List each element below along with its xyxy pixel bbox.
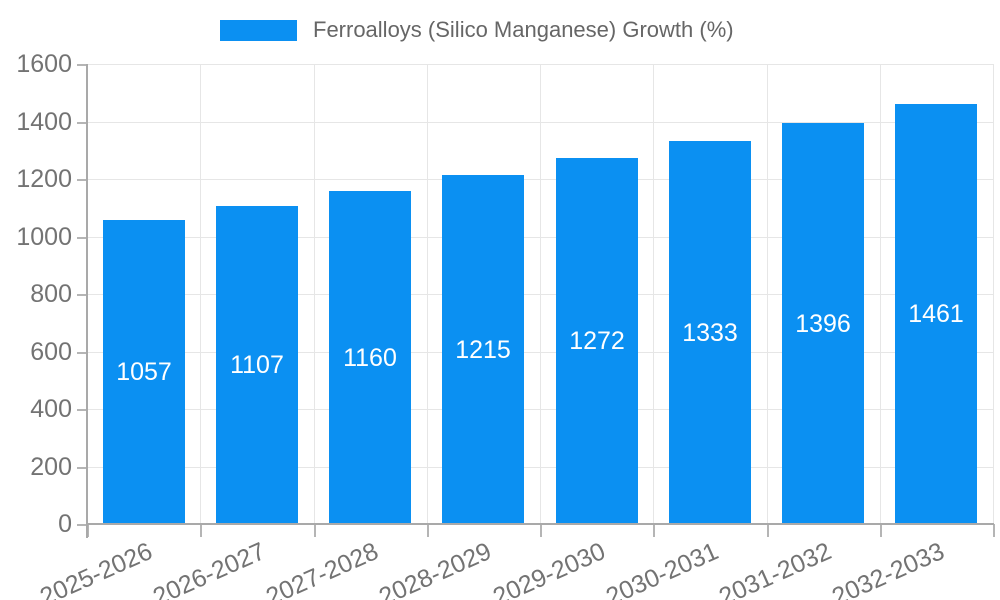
x-gridline (540, 64, 541, 524)
y-tick-label: 1400 (16, 108, 72, 136)
y-axis-line (86, 64, 88, 538)
bar (556, 158, 638, 523)
x-gridline (653, 64, 654, 524)
y-tick (77, 64, 87, 66)
y-tick-label: 600 (30, 338, 72, 366)
x-tick-label: 2030-2031 (602, 537, 723, 600)
x-tick-label: 2026-2027 (149, 537, 270, 600)
bar-value-label: 1215 (455, 336, 511, 364)
x-tick (767, 524, 769, 537)
y-tick (77, 237, 87, 239)
legend-label: Ferroalloys (Silico Manganese) Growth (%… (313, 17, 734, 42)
bar-value-label: 1396 (795, 310, 851, 338)
x-tick (540, 524, 542, 537)
x-gridline (767, 64, 768, 524)
y-tick-label: 1600 (16, 50, 72, 78)
x-tick (880, 524, 882, 537)
y-tick-label: 200 (30, 453, 72, 481)
x-gridline (314, 64, 315, 524)
x-tick (200, 524, 202, 537)
y-tick (77, 122, 87, 124)
bar-value-label: 1057 (116, 358, 172, 386)
x-gridline (880, 64, 881, 524)
y-tick (77, 467, 87, 469)
x-tick-label: 2032-2033 (828, 537, 949, 600)
x-tick-label: 2027-2028 (262, 537, 383, 600)
bar (895, 104, 977, 523)
bar (782, 123, 864, 523)
x-tick (993, 524, 995, 537)
bar (669, 141, 751, 523)
legend-item[interactable]: Ferroalloys (Silico Manganese) Growth (%… (220, 17, 734, 43)
x-gridline (993, 64, 994, 524)
x-axis-line (87, 523, 994, 525)
legend-swatch (220, 19, 297, 41)
x-tick (653, 524, 655, 537)
bar (442, 175, 524, 523)
x-gridline (427, 64, 428, 524)
bar (216, 206, 298, 523)
bar-value-label: 1107 (230, 351, 284, 379)
x-tick (427, 524, 429, 537)
bar-value-label: 1333 (682, 319, 738, 347)
y-tick-label: 400 (30, 395, 72, 423)
y-tick-label: 1200 (16, 165, 72, 193)
x-tick-label: 2029-2030 (489, 537, 610, 600)
y-tick (77, 294, 87, 296)
y-tick-label: 1000 (16, 223, 72, 251)
bar (329, 191, 411, 523)
x-tick (314, 524, 316, 537)
bar-value-label: 1461 (908, 300, 964, 328)
bar-value-label: 1272 (569, 327, 625, 355)
y-tick-label: 800 (30, 280, 72, 308)
x-gridline (200, 64, 201, 524)
x-tick (87, 524, 89, 537)
y-tick (77, 352, 87, 354)
x-tick-label: 2025-2026 (36, 537, 157, 600)
y-tick-label: 0 (58, 510, 72, 538)
y-tick (77, 524, 87, 526)
x-tick-label: 2031-2032 (715, 537, 836, 600)
bar (103, 220, 185, 523)
bar-value-label: 1160 (343, 344, 397, 372)
x-tick-label: 2028-2029 (375, 537, 496, 600)
y-tick (77, 409, 87, 411)
y-tick (77, 179, 87, 181)
